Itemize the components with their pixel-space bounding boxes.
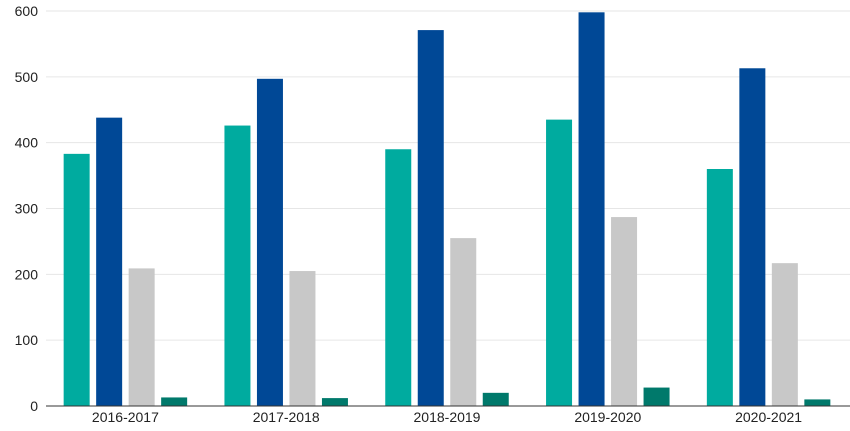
x-tick-label: 2018-2019 xyxy=(414,409,481,425)
bar xyxy=(63,153,90,406)
bar xyxy=(450,238,477,406)
bar xyxy=(385,149,412,406)
y-tick-label: 300 xyxy=(15,201,39,217)
y-axis-ticks: 0 100 200 300 400 500 600 xyxy=(15,3,39,414)
bar xyxy=(321,398,348,406)
bar xyxy=(739,68,766,407)
y-tick-label: 500 xyxy=(15,69,39,85)
bar xyxy=(128,268,155,406)
bars xyxy=(63,12,831,407)
y-tick-label: 0 xyxy=(30,398,38,414)
bar xyxy=(578,12,605,406)
bar xyxy=(224,125,251,407)
bar xyxy=(289,271,316,406)
x-tick-label: 2019-2020 xyxy=(574,409,641,425)
x-tick-label: 2017-2018 xyxy=(253,409,320,425)
bar xyxy=(417,30,444,406)
bar xyxy=(643,387,670,406)
x-tick-label: 2016-2017 xyxy=(92,409,159,425)
y-tick-label: 100 xyxy=(15,332,39,348)
bar xyxy=(256,78,283,406)
x-tick-label: 2020-2021 xyxy=(735,409,802,425)
y-tick-label: 600 xyxy=(15,3,39,19)
bar xyxy=(611,217,638,406)
bar xyxy=(804,399,831,406)
bar xyxy=(482,392,509,406)
bar xyxy=(706,169,733,406)
bar xyxy=(161,397,188,406)
x-axis-labels: 2016-2017 2017-2018 2018-2019 2019-2020 2020… xyxy=(92,409,802,425)
y-tick-label: 400 xyxy=(15,135,39,151)
bar xyxy=(546,119,573,406)
bar xyxy=(96,117,123,407)
bar xyxy=(771,263,798,406)
y-tick-label: 200 xyxy=(15,266,39,282)
